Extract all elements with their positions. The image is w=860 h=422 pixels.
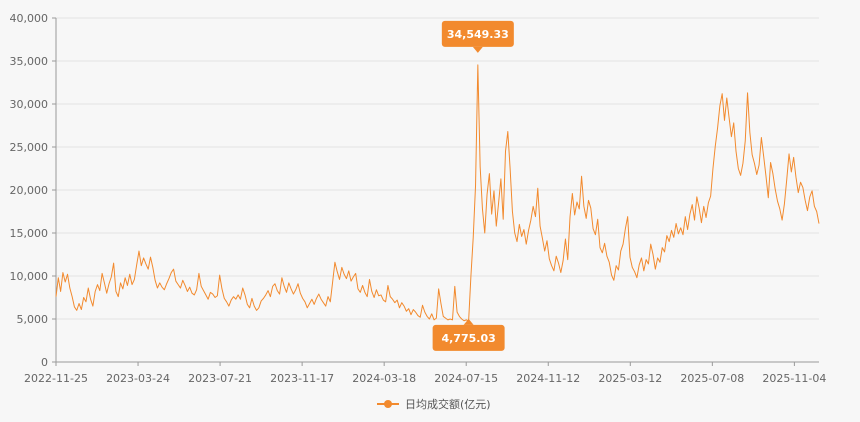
max-value-callout: 34,549.33 — [441, 20, 514, 53]
series-layer — [55, 64, 820, 322]
x-tick-label: 2023-11-17 — [270, 372, 334, 385]
legend[interactable]: 日均成交额(亿元) — [377, 397, 491, 411]
callout-box — [441, 20, 514, 47]
callout-box — [432, 324, 505, 351]
x-tick-label: 2025-11-04 — [762, 372, 826, 385]
y-tick-label: 35,000 — [10, 55, 49, 68]
legend-label: 日均成交额(亿元) — [405, 397, 491, 411]
x-tick-label: 2024-11-12 — [516, 372, 580, 385]
annotation-layer: 34,549.33 4,775.03 — [432, 20, 514, 351]
y-tick-label: 5,000 — [17, 313, 49, 326]
y-tick-label: 15,000 — [10, 227, 49, 240]
x-tick-label: 2025-03-12 — [598, 372, 662, 385]
x-tick-label: 2023-07-21 — [188, 372, 252, 385]
y-tick-label: 25,000 — [10, 141, 49, 154]
y-tick-label: 30,000 — [10, 98, 49, 111]
legend-dot-icon — [384, 400, 392, 408]
callout-label: 4,775.03 — [441, 332, 495, 345]
axis-layer: 0 5,000 10,000 15,000 20,000 25,000 30,000 35,0… — [10, 12, 827, 385]
x-tick-label: 2025-07-08 — [680, 372, 744, 385]
callout-pointer — [463, 318, 474, 325]
grid-layer — [56, 17, 819, 320]
x-tick-label: 2022-11-25 — [24, 372, 88, 385]
x-tick-label: 2024-03-18 — [352, 372, 416, 385]
x-tick-label: 2023-03-24 — [106, 372, 170, 385]
callout-label: 34,549.33 — [447, 28, 509, 41]
y-tick-label: 20,000 — [10, 184, 49, 197]
callout-pointer — [472, 46, 483, 53]
x-tick-label: 2024-07-15 — [434, 372, 498, 385]
y-tick-label: 0 — [41, 356, 48, 369]
min-value-callout: 4,775.03 — [432, 318, 505, 351]
y-tick-label: 10,000 — [10, 270, 49, 283]
y-tick-label: 40,000 — [10, 12, 49, 25]
series-line — [55, 64, 820, 322]
